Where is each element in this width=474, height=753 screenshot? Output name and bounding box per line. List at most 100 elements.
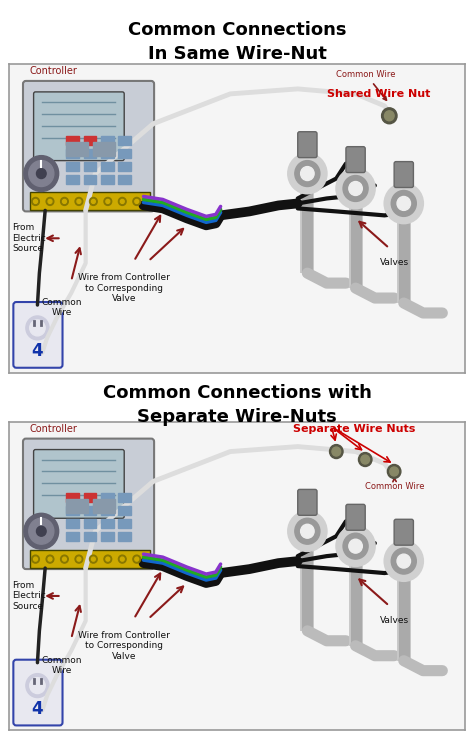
Bar — [118, 532, 131, 541]
Text: Common Wire: Common Wire — [365, 477, 425, 492]
Bar — [118, 506, 131, 515]
Circle shape — [382, 108, 397, 123]
Circle shape — [120, 200, 124, 203]
Text: Wire from Controller
to Corresponding
Valve: Wire from Controller to Corresponding Va… — [78, 631, 170, 660]
Text: Common Wire: Common Wire — [336, 70, 396, 100]
Circle shape — [104, 555, 112, 563]
FancyBboxPatch shape — [34, 92, 124, 160]
Bar — [101, 493, 114, 502]
Circle shape — [336, 526, 375, 566]
Circle shape — [32, 197, 39, 206]
Text: Separate Wire Nuts: Separate Wire Nuts — [293, 424, 415, 434]
FancyBboxPatch shape — [34, 450, 124, 518]
FancyBboxPatch shape — [23, 438, 154, 569]
Circle shape — [133, 555, 141, 563]
Circle shape — [329, 444, 343, 459]
Bar — [93, 499, 115, 514]
Circle shape — [295, 160, 320, 187]
Text: 4: 4 — [32, 342, 43, 360]
Bar — [101, 175, 114, 184]
Circle shape — [349, 539, 362, 553]
Bar — [66, 162, 79, 171]
Bar — [118, 136, 131, 145]
Circle shape — [397, 197, 410, 210]
Bar — [93, 142, 115, 156]
Bar — [66, 493, 79, 502]
Circle shape — [384, 541, 423, 581]
Circle shape — [77, 557, 81, 561]
Text: Controller: Controller — [30, 424, 78, 434]
Bar — [66, 136, 79, 145]
Text: Shared Wire Nut: Shared Wire Nut — [327, 89, 430, 99]
Circle shape — [46, 555, 54, 563]
Text: Common
Wire: Common Wire — [41, 656, 82, 675]
Bar — [118, 175, 131, 184]
Circle shape — [61, 555, 68, 563]
Text: Controller: Controller — [30, 66, 78, 76]
Circle shape — [332, 447, 341, 456]
Bar — [66, 175, 79, 184]
Bar — [101, 520, 114, 529]
FancyBboxPatch shape — [30, 550, 150, 568]
Bar — [101, 532, 114, 541]
Bar — [84, 136, 96, 145]
Bar — [84, 175, 96, 184]
FancyBboxPatch shape — [23, 81, 154, 212]
Bar — [66, 499, 88, 514]
Bar — [118, 162, 131, 171]
Circle shape — [288, 154, 327, 194]
Circle shape — [90, 197, 97, 206]
Circle shape — [90, 555, 97, 563]
Circle shape — [36, 526, 46, 536]
Circle shape — [29, 518, 54, 544]
Circle shape — [106, 557, 110, 561]
Circle shape — [358, 453, 372, 467]
Circle shape — [104, 197, 112, 206]
Circle shape — [301, 166, 314, 181]
FancyBboxPatch shape — [394, 162, 413, 187]
Circle shape — [288, 511, 327, 551]
FancyBboxPatch shape — [30, 193, 150, 210]
Bar — [101, 506, 114, 515]
Circle shape — [397, 554, 410, 568]
Circle shape — [387, 465, 401, 478]
FancyBboxPatch shape — [298, 489, 317, 515]
Text: Common
Wire: Common Wire — [41, 298, 82, 318]
Bar — [66, 532, 79, 541]
Circle shape — [133, 197, 141, 206]
Bar — [84, 148, 96, 157]
Bar — [84, 506, 96, 515]
Text: From
Electric
Source: From Electric Source — [12, 224, 46, 253]
Circle shape — [384, 184, 423, 224]
Bar — [118, 493, 131, 502]
Circle shape — [135, 200, 139, 203]
Circle shape — [34, 200, 37, 203]
FancyBboxPatch shape — [346, 505, 365, 530]
Circle shape — [75, 197, 83, 206]
Circle shape — [391, 548, 416, 574]
Circle shape — [63, 557, 66, 561]
FancyBboxPatch shape — [298, 132, 317, 157]
Circle shape — [32, 555, 39, 563]
Circle shape — [24, 156, 59, 191]
Circle shape — [75, 555, 83, 563]
Bar — [101, 136, 114, 145]
Circle shape — [48, 200, 52, 203]
Circle shape — [24, 514, 59, 549]
Text: From
Electric
Source: From Electric Source — [12, 581, 46, 611]
Circle shape — [301, 524, 314, 538]
Text: Wire from Controller
to Corresponding
Valve: Wire from Controller to Corresponding Va… — [78, 273, 170, 303]
Bar — [66, 520, 79, 529]
Text: Common Connections: Common Connections — [128, 21, 346, 39]
Circle shape — [135, 557, 139, 561]
Bar — [101, 148, 114, 157]
Circle shape — [26, 674, 49, 697]
Circle shape — [34, 557, 37, 561]
FancyBboxPatch shape — [346, 147, 365, 172]
Circle shape — [77, 200, 81, 203]
Circle shape — [120, 557, 124, 561]
Circle shape — [361, 455, 370, 464]
Bar — [118, 148, 131, 157]
Bar — [84, 493, 96, 502]
Circle shape — [118, 197, 126, 206]
